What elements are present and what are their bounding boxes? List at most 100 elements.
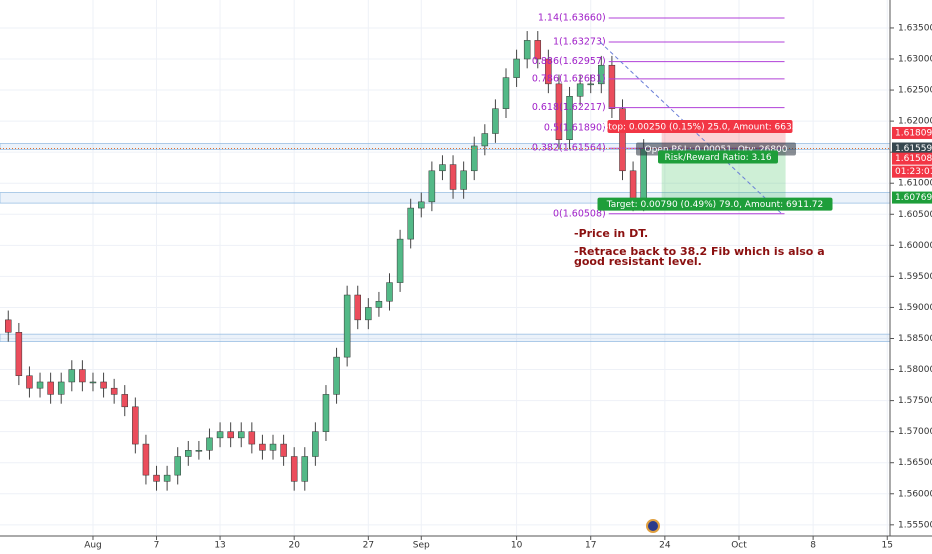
candle-body xyxy=(216,431,224,439)
candle-body xyxy=(492,108,499,134)
candle-body xyxy=(333,356,340,395)
y-tick-label: 1.63500 xyxy=(898,23,932,33)
candle-body xyxy=(629,170,637,203)
candle-body xyxy=(502,77,510,109)
candle-body xyxy=(237,431,245,439)
candle-body xyxy=(5,319,12,333)
fib-label: 0.5(1.61890) xyxy=(544,122,606,133)
y-tick-label: 1.57000 xyxy=(898,427,932,437)
price-tag xyxy=(892,126,932,139)
candle-body xyxy=(396,238,404,283)
annotation: -Retrace back to 38.2 Fib which is also … xyxy=(574,245,825,258)
candle-body xyxy=(523,40,531,60)
candle-body xyxy=(449,164,457,190)
fib-label: 1.14(1.63660) xyxy=(538,13,606,24)
x-tick-label: Oct xyxy=(731,541,747,551)
candle-body xyxy=(195,450,203,452)
candle-body xyxy=(566,96,573,140)
axes: 1.55500 1.56000 1.56500 1.57000 1.57500 1.580… xyxy=(84,23,932,551)
fibonacci: 1.14(1.63660) 1(1.63273) 0.886(1.62957) 0.7… xyxy=(532,13,785,219)
candle-body xyxy=(365,307,372,321)
candle-body xyxy=(386,282,393,302)
candle-body xyxy=(301,456,309,482)
candle-body xyxy=(312,431,319,457)
event-icon[interactable] xyxy=(646,519,660,533)
candles xyxy=(5,31,647,491)
y-tick-label: 1.63000 xyxy=(898,55,932,65)
annotation: good resistant level. xyxy=(574,255,702,268)
candle-body xyxy=(47,381,54,395)
annotation: -Price in DT. xyxy=(574,227,648,240)
candle-body xyxy=(322,394,330,432)
candle-body xyxy=(587,83,594,86)
candle-body xyxy=(26,375,33,389)
candle-body xyxy=(290,456,298,482)
x-tick-label: Aug xyxy=(84,541,102,551)
y-tick-label: 1.61000 xyxy=(898,179,932,189)
x-tick-label: 24 xyxy=(659,541,671,551)
candle-body xyxy=(534,40,542,60)
candle-body xyxy=(68,369,76,383)
candle-body xyxy=(418,201,425,209)
overlays: Stop: 0.00250 (0.15%) 25.0, Amount: 6633… xyxy=(0,119,890,268)
y-tick-label: 1.60500 xyxy=(898,210,932,220)
price-tag xyxy=(892,152,932,165)
candle-body xyxy=(89,381,97,384)
stop-label-box xyxy=(607,119,793,133)
zone xyxy=(0,333,891,342)
candle-body xyxy=(57,381,65,395)
y-tick-label: 1.58000 xyxy=(898,365,932,375)
x-tick-label: Sep xyxy=(413,541,430,551)
candle-body xyxy=(100,381,107,389)
candle-body xyxy=(153,474,160,482)
rr-label: Risk/Reward Ratio: 3.16 xyxy=(664,153,771,163)
candle-body xyxy=(132,406,139,445)
candle-body xyxy=(460,170,467,190)
candle-body xyxy=(248,431,256,445)
fib-label: 0.886(1.62957) xyxy=(532,56,606,67)
y-tick-label: 1.59000 xyxy=(898,303,932,313)
price-tag-label: 1.61508 xyxy=(895,154,932,164)
candle-body xyxy=(576,83,584,97)
candle-body xyxy=(598,64,605,85)
candle-body xyxy=(110,387,118,395)
x-tick-label: 8 xyxy=(810,541,816,551)
candle-body xyxy=(481,133,489,147)
fib-label: 0.382(1.61564) xyxy=(532,143,606,154)
candle-body xyxy=(354,294,361,321)
y-tick-label: 1.55500 xyxy=(898,520,932,530)
y-tick-label: 1.58500 xyxy=(898,334,932,344)
y-tick-label: 1.62000 xyxy=(898,117,932,127)
pnl-label: Open P&L: 0.00051, Qty: 26800 xyxy=(645,145,788,155)
candle-body xyxy=(280,443,287,457)
countdown-tag xyxy=(892,165,932,178)
candle-body xyxy=(142,443,150,476)
candle-body xyxy=(163,474,171,482)
candle-body xyxy=(36,381,44,389)
candle-body xyxy=(555,83,563,140)
y-tick-label: 1.57500 xyxy=(898,396,932,406)
price-tag xyxy=(892,191,932,204)
target-label-box xyxy=(597,197,833,211)
fib-label: 0.786(1.62681) xyxy=(532,73,606,84)
candle-body xyxy=(259,443,266,451)
candle-body xyxy=(227,431,234,439)
x-tick-label: 27 xyxy=(363,541,374,551)
x-tick-label: 15 xyxy=(882,541,893,551)
target-label: Target: 0.00790 (0.49%) 79.0, Amount: 69… xyxy=(606,200,824,210)
candle-body xyxy=(619,108,626,172)
x-tick-label: 20 xyxy=(288,541,300,551)
candle-body xyxy=(343,294,351,358)
y-tick-label: 1.56500 xyxy=(898,458,932,468)
price-tag-label: 1.61559 xyxy=(895,144,932,154)
rr-label-box xyxy=(658,150,778,164)
candle-body xyxy=(439,164,446,172)
x-tick-label: 7 xyxy=(154,541,160,551)
candle-body xyxy=(640,148,647,203)
candle-body xyxy=(174,456,181,476)
x-tick-label: 17 xyxy=(585,541,596,551)
x-tick-label: 10 xyxy=(511,541,523,551)
candle-body xyxy=(79,369,86,383)
fib-label: 0.618(1.62217) xyxy=(532,102,606,113)
